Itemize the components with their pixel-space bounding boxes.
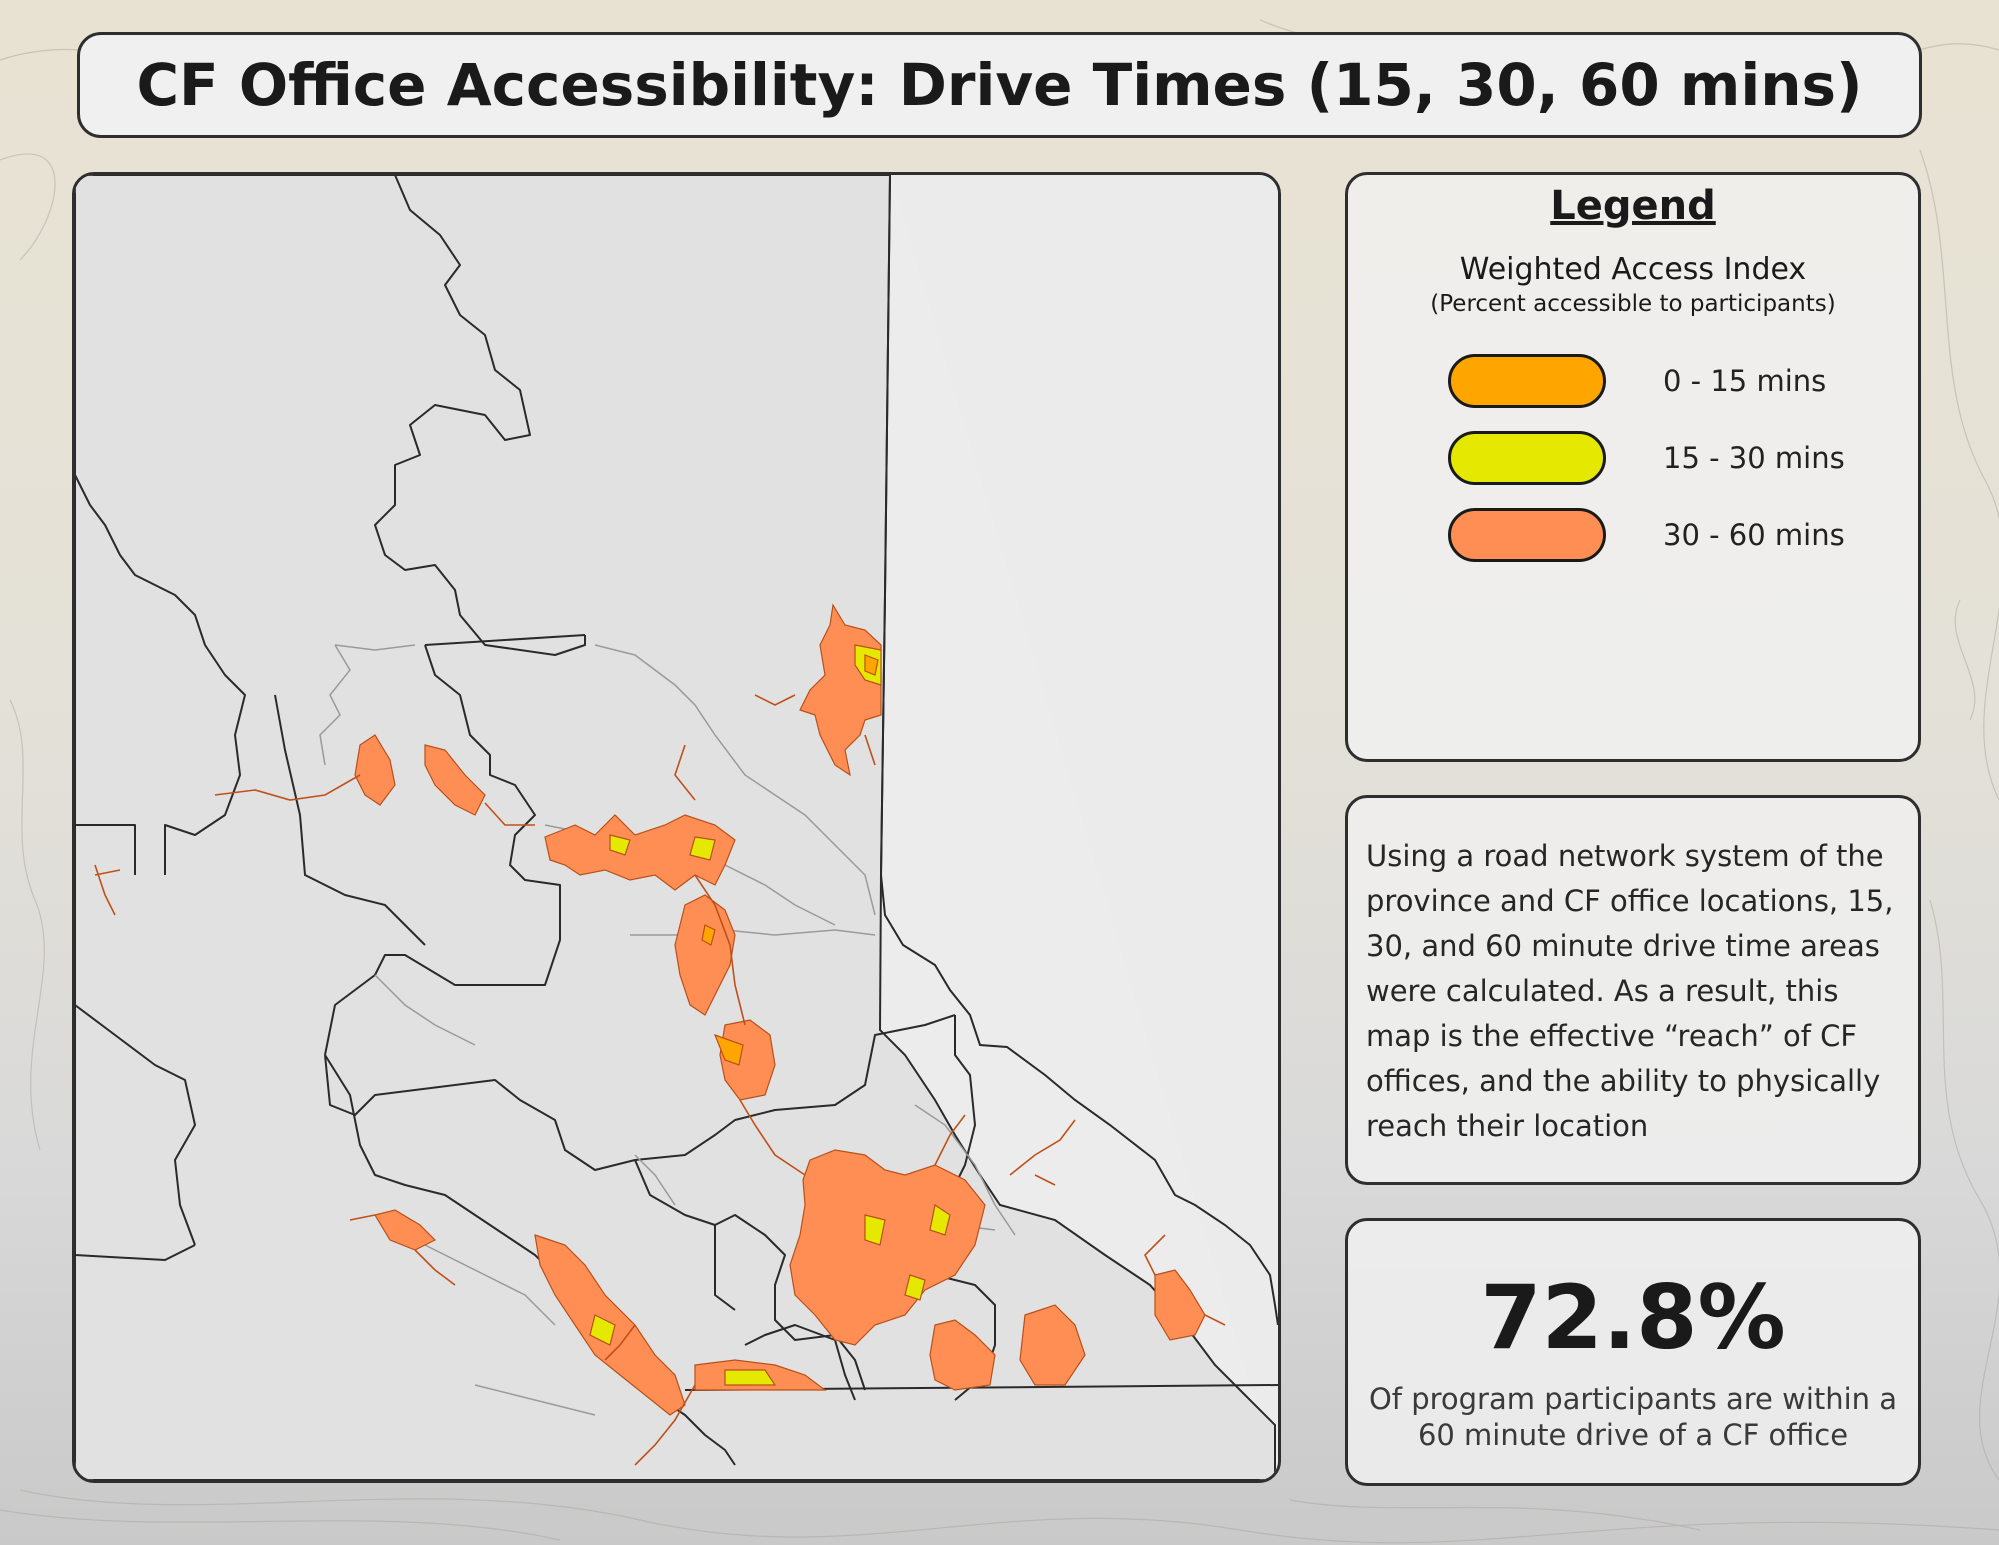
legend-item-30-60: 30 - 60 mins bbox=[1348, 508, 1918, 564]
description-text: Using a road network system of the provi… bbox=[1366, 839, 1894, 1143]
drive-core-south-coast bbox=[724, 1369, 777, 1386]
drive-area-central-1 bbox=[544, 814, 736, 891]
description-panel: Using a road network system of the provi… bbox=[1345, 795, 1921, 1185]
province-map[interactable] bbox=[75, 175, 1278, 1480]
legend-label-15-30: 15 - 30 mins bbox=[1663, 441, 1845, 475]
drive-area-south-east bbox=[929, 1319, 996, 1391]
drive-core-southwest bbox=[589, 1314, 616, 1346]
drive-area-far-east bbox=[1019, 1304, 1086, 1386]
drive-core-central bbox=[609, 834, 716, 861]
legend-swatch-0-15 bbox=[1448, 354, 1606, 408]
legend-label-0-15: 0 - 15 mins bbox=[1663, 364, 1827, 398]
title-bar: CF Office Accessibility: Drive Times (15… bbox=[77, 32, 1922, 138]
drive-area-west bbox=[354, 734, 396, 806]
stat-panel: 72.8% Of program participants are within… bbox=[1345, 1218, 1921, 1486]
drive-area-southeast-corner bbox=[1154, 1269, 1206, 1341]
drive-time-areas bbox=[354, 603, 1206, 1416]
legend-swatch-30-60 bbox=[1448, 508, 1606, 562]
legend-item-15-30: 15 - 30 mins bbox=[1348, 431, 1918, 487]
eastern-province-area bbox=[890, 175, 1278, 1480]
drive-core-south bbox=[864, 1204, 951, 1301]
legend-label-30-60: 30 - 60 mins bbox=[1663, 518, 1845, 552]
drive-area-south-cluster bbox=[789, 1149, 986, 1346]
drive-area-central-3 bbox=[719, 1019, 776, 1101]
legend-note: (Percent accessible to participants) bbox=[1430, 291, 1836, 317]
page-title: CF Office Accessibility: Drive Times (15… bbox=[136, 51, 1863, 119]
legend-title: Legend bbox=[1550, 183, 1716, 229]
drive-area-northwest bbox=[424, 744, 486, 816]
stat-value: 72.8% bbox=[1480, 1266, 1786, 1369]
drive-core-15min bbox=[701, 654, 879, 1066]
legend-panel: Legend Weighted Access Index (Percent ac… bbox=[1345, 172, 1921, 762]
stat-caption: Of program participants are within a 60 … bbox=[1368, 1382, 1898, 1452]
eastern-border bbox=[879, 175, 1278, 1326]
legend-swatch-15-30 bbox=[1448, 431, 1606, 485]
drive-area-far-southwest bbox=[374, 1209, 437, 1251]
legend-item-0-15: 0 - 15 mins bbox=[1348, 354, 1918, 410]
road-network bbox=[94, 694, 1226, 1466]
drive-area-central-2 bbox=[674, 894, 736, 1016]
map-panel[interactable] bbox=[72, 172, 1281, 1483]
legend-subtitle: Weighted Access Index bbox=[1459, 252, 1807, 287]
